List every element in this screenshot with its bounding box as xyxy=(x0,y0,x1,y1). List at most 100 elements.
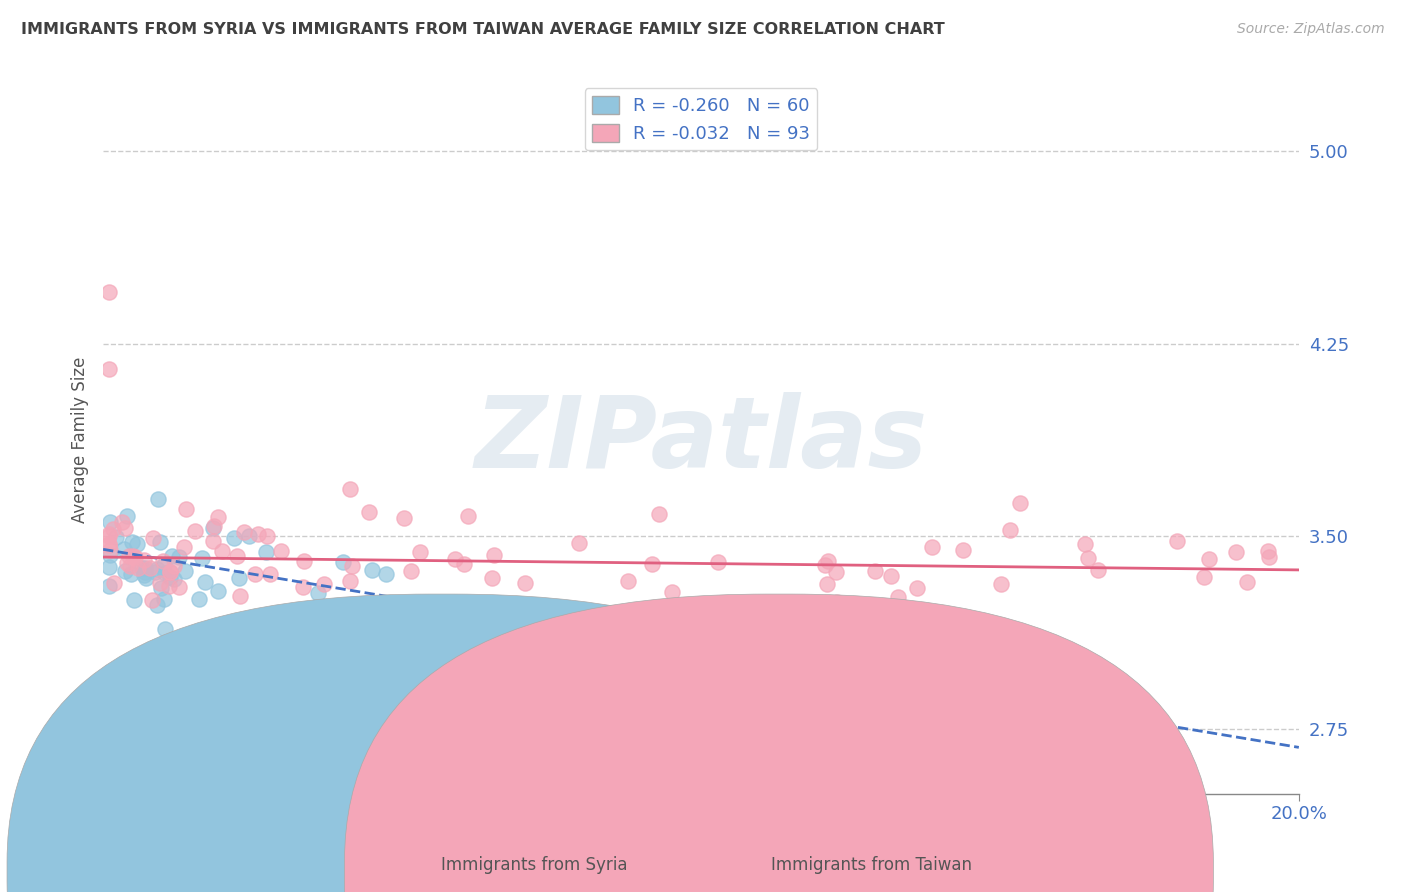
Point xyxy=(553,626,575,640)
Point xyxy=(270,544,292,558)
Point xyxy=(1010,496,1032,510)
Point xyxy=(159,566,181,580)
Point xyxy=(863,564,886,578)
Point xyxy=(152,591,174,606)
Point xyxy=(825,595,848,609)
Point xyxy=(707,556,730,570)
Point xyxy=(98,285,121,299)
Point xyxy=(824,565,846,579)
Point xyxy=(169,549,191,564)
Point xyxy=(550,637,572,651)
Point xyxy=(184,524,207,538)
Point xyxy=(232,524,254,539)
Point xyxy=(256,529,278,543)
Point xyxy=(98,549,121,563)
Point xyxy=(134,565,156,579)
Point xyxy=(342,559,364,574)
Point xyxy=(374,621,396,635)
Point xyxy=(159,570,181,584)
Point xyxy=(188,591,211,606)
Point xyxy=(291,581,314,595)
Point xyxy=(307,586,329,600)
Point xyxy=(118,559,141,574)
Point xyxy=(409,544,432,558)
Point xyxy=(246,527,269,541)
Point xyxy=(98,538,121,552)
Point xyxy=(162,549,184,564)
Point xyxy=(152,558,174,573)
Point xyxy=(143,566,166,580)
Point xyxy=(259,567,281,582)
Point xyxy=(101,522,124,536)
Point xyxy=(482,549,505,563)
Point xyxy=(515,576,537,591)
Text: Immigrants from Taiwan: Immigrants from Taiwan xyxy=(772,856,972,874)
Point xyxy=(952,542,974,557)
Point xyxy=(905,581,928,595)
Point xyxy=(381,657,404,671)
Point xyxy=(207,510,229,524)
Point xyxy=(191,551,214,566)
Point xyxy=(526,634,548,648)
Point xyxy=(1192,570,1215,584)
Point xyxy=(229,589,252,603)
Point xyxy=(155,566,177,581)
Point xyxy=(174,565,197,579)
Point xyxy=(202,519,225,533)
Point xyxy=(122,593,145,607)
Point xyxy=(568,535,591,549)
Point xyxy=(648,508,671,522)
Point xyxy=(538,619,561,633)
Point xyxy=(176,501,198,516)
Point xyxy=(640,557,662,571)
Point xyxy=(134,552,156,566)
Legend: R = -0.260   N = 60, R = -0.032   N = 93: R = -0.260 N = 60, R = -0.032 N = 93 xyxy=(585,88,817,151)
Text: Immigrants from Syria: Immigrants from Syria xyxy=(441,856,627,874)
Point xyxy=(1258,549,1281,564)
Text: Source: ZipAtlas.com: Source: ZipAtlas.com xyxy=(1237,22,1385,37)
Point xyxy=(152,554,174,568)
Point xyxy=(115,508,138,523)
Point xyxy=(814,558,837,573)
Point xyxy=(292,554,315,568)
Point xyxy=(434,668,457,682)
Point xyxy=(228,571,250,585)
Point xyxy=(990,577,1012,591)
Point xyxy=(163,572,186,586)
Point xyxy=(148,492,170,507)
Point xyxy=(201,520,224,534)
Point xyxy=(998,523,1021,537)
Point xyxy=(194,660,217,674)
Point xyxy=(114,564,136,578)
Point xyxy=(312,576,335,591)
Point xyxy=(211,543,233,558)
Point xyxy=(98,542,121,557)
Point xyxy=(121,535,143,549)
Text: ZIPatlas: ZIPatlas xyxy=(474,392,928,489)
Point xyxy=(98,579,121,593)
Point xyxy=(1074,537,1097,551)
Point xyxy=(1198,552,1220,566)
Point xyxy=(98,537,121,551)
Point xyxy=(225,549,247,563)
Point xyxy=(98,527,121,541)
Point xyxy=(202,534,225,549)
Point xyxy=(122,549,145,564)
Point xyxy=(1087,563,1109,577)
Point xyxy=(224,531,246,545)
Point xyxy=(254,545,277,559)
Point xyxy=(98,560,121,574)
Point xyxy=(1076,550,1098,565)
Point xyxy=(1166,533,1188,548)
Point xyxy=(163,559,186,574)
Point xyxy=(124,549,146,564)
Point xyxy=(494,621,516,635)
Point xyxy=(308,629,330,643)
Point xyxy=(533,659,555,673)
Point xyxy=(217,632,239,646)
Point xyxy=(481,570,503,584)
Point xyxy=(127,561,149,575)
Point xyxy=(394,600,416,615)
Point xyxy=(111,515,134,529)
Point xyxy=(444,551,467,566)
